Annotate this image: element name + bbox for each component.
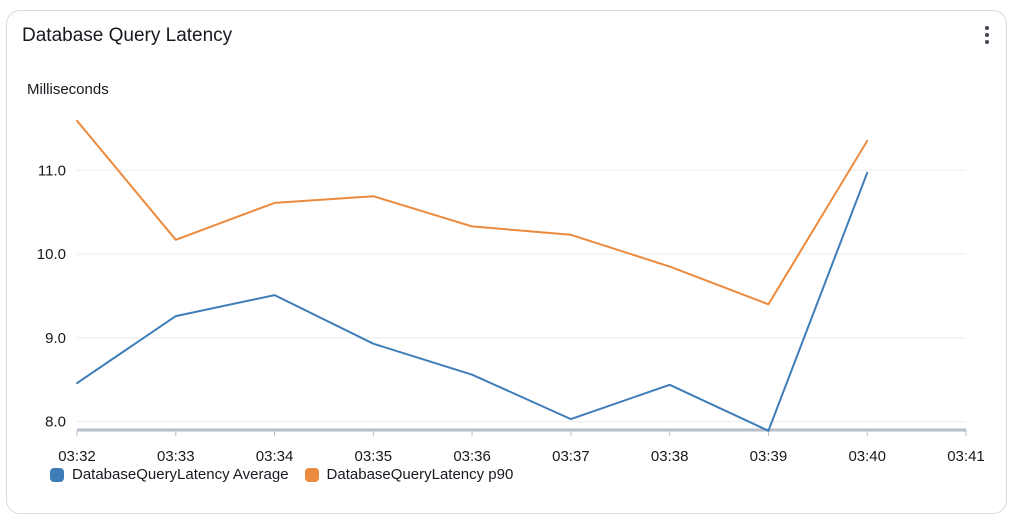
- x-tick-label: 03:36: [453, 448, 491, 465]
- x-tick-label: 03:39: [750, 448, 788, 465]
- menu-dot: [985, 26, 989, 30]
- more-options-icon[interactable]: [978, 23, 996, 47]
- series-line-p90: [76, 119, 869, 306]
- x-tick-label: 03:40: [848, 448, 886, 465]
- x-tick-label: 03:32: [58, 448, 96, 465]
- widget-title: Database Query Latency: [22, 25, 233, 46]
- y-tick-label: 11.0: [38, 162, 66, 179]
- x-tick-label: 03:34: [256, 448, 294, 465]
- x-tick-label: 03:35: [355, 448, 393, 465]
- menu-dot: [985, 40, 989, 44]
- menu-dot: [985, 33, 989, 37]
- series-line-average: [76, 171, 869, 432]
- x-tick-label: 03:38: [651, 448, 689, 465]
- y-tick-label: 8.0: [45, 414, 66, 431]
- legend-item-p90[interactable]: DatabaseQueryLatency p90: [304, 466, 514, 483]
- y-axis-label: Milliseconds: [27, 81, 109, 98]
- chart-legend: DatabaseQueryLatency Average DatabaseQue…: [50, 466, 513, 483]
- legend-swatch-average: [50, 467, 64, 482]
- y-tick-label: 9.0: [45, 330, 66, 347]
- x-tick-label: 03:41: [947, 448, 985, 465]
- x-tick-label: 03:33: [157, 448, 195, 465]
- legend-label-p90: DatabaseQueryLatency p90: [326, 466, 514, 483]
- x-tick-label: 03:37: [552, 448, 590, 465]
- legend-item-average[interactable]: DatabaseQueryLatency Average: [50, 466, 289, 483]
- legend-swatch-p90: [304, 467, 319, 482]
- legend-label-average: DatabaseQueryLatency Average: [72, 466, 289, 483]
- y-tick-label: 10.0: [37, 246, 66, 263]
